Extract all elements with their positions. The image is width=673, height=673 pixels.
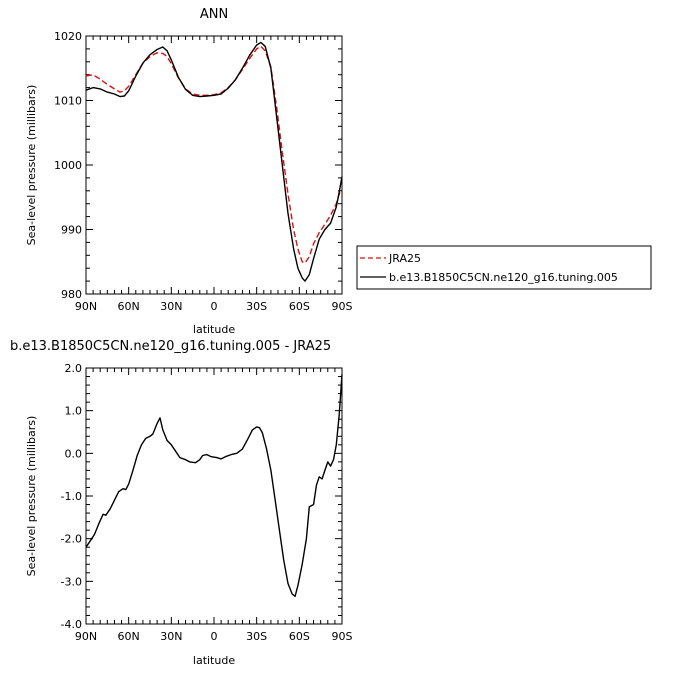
y-tick-label: 980 <box>61 288 82 301</box>
chart-top: ANN 90N 60N 30N 0 30S 60S 90S 980 990 1000 1010 102… <box>25 7 353 336</box>
y-tick-label: 2.0 <box>65 362 83 375</box>
legend-box <box>356 245 652 290</box>
y-tick-label: -2.0 <box>61 533 82 546</box>
x-axis-title: latitude <box>193 654 235 667</box>
axis-ticks: 90N 60N 30N 0 30S 60S 90S 980 990 1000 1010 1020 <box>54 30 353 313</box>
series-group <box>85 374 343 597</box>
x-tick-label: 90S <box>332 300 353 313</box>
y-tick-label: -3.0 <box>61 575 82 588</box>
y-tick-label: 990 <box>61 224 82 237</box>
series-group <box>85 41 343 282</box>
x-tick-label: 60N <box>118 300 140 313</box>
x-tick-label: 30N <box>160 630 182 643</box>
y-tick-label: 1000 <box>54 159 82 172</box>
legend: JRA25 b.e13.B1850C5CN.ne120_g16.tuning.0… <box>356 245 652 290</box>
y-tick-label: 1010 <box>54 95 82 108</box>
y-tick-label: -1.0 <box>61 490 82 503</box>
y-tick-label: 0.0 <box>65 447 83 460</box>
plot-frame <box>85 35 343 295</box>
chart-bottom: b.e13.B1850C5CN.ne120_g16.tuning.005 - J… <box>10 339 353 667</box>
x-tick-label: 90N <box>75 300 97 313</box>
chart-title: b.e13.B1850C5CN.ne120_g16.tuning.005 - J… <box>10 339 331 354</box>
y-tick-label: -4.0 <box>61 618 82 631</box>
legend-label-model: b.e13.B1850C5CN.ne120_g16.tuning.005 <box>389 271 618 284</box>
x-tick-label: 60S <box>289 630 310 643</box>
legend-label-jra25: JRA25 <box>388 252 421 265</box>
x-tick-label: 60S <box>289 300 310 313</box>
chart-title: ANN <box>200 7 228 22</box>
x-tick-label: 60N <box>118 630 140 643</box>
series-line-model <box>85 41 343 282</box>
series-line-jra25 <box>85 45 343 264</box>
x-tick-label: 30S <box>246 300 267 313</box>
x-tick-label: 0 <box>211 630 218 643</box>
plot-frame <box>85 367 343 625</box>
series-line-difference <box>85 374 343 597</box>
y-tick-label: 1020 <box>54 30 82 43</box>
x-tick-label: 90S <box>332 630 353 643</box>
y-axis-title: Sea-level pressure (millibars) <box>25 85 38 246</box>
x-tick-label: 30S <box>246 630 267 643</box>
axis-ticks: 90N 60N 30N 0 30S 60S 90S -4.0 -3.0 -2.0 -1.0 0.0 1.… <box>61 362 353 643</box>
y-tick-label: 1.0 <box>65 405 83 418</box>
x-tick-label: 30N <box>160 300 182 313</box>
y-axis-title: Sea-level pressure (millibars) <box>25 416 38 577</box>
x-axis-title: latitude <box>193 323 235 336</box>
x-tick-label: 0 <box>211 300 218 313</box>
x-tick-label: 90N <box>75 630 97 643</box>
